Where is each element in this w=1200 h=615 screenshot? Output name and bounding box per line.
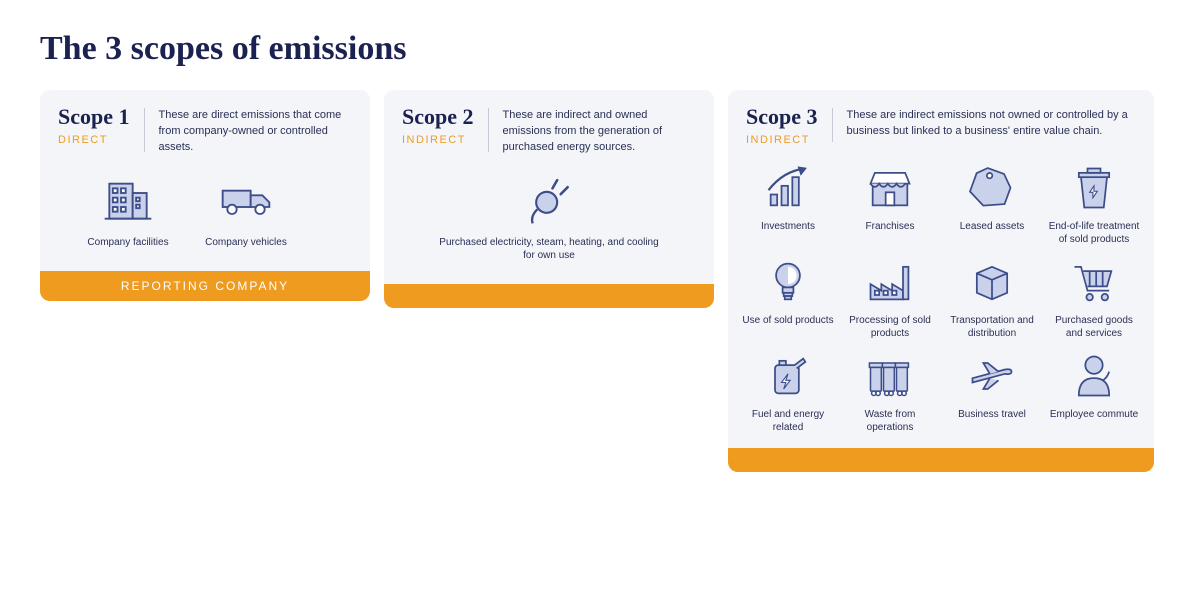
- cards-row: Scope 1 DIRECT These are direct emission…: [40, 90, 1160, 472]
- scope3-title: Scope 3: [746, 106, 818, 128]
- scope3-card: Scope 3 INDIRECT These are indirect emis…: [728, 90, 1154, 472]
- list-item: Business travel: [946, 350, 1038, 434]
- list-item: End-of-life treatment of sold products: [1048, 162, 1140, 246]
- scope2-tag: INDIRECT: [402, 134, 474, 146]
- list-item: Company facilities: [80, 172, 176, 249]
- building-icon: [100, 172, 156, 228]
- list-item: Use of sold products: [742, 256, 834, 340]
- item-label: End-of-life treatment of sold products: [1048, 220, 1140, 246]
- list-item: Fuel and energy related: [742, 350, 834, 434]
- item-label: Processing of sold products: [844, 314, 936, 340]
- list-item: Waste from operations: [844, 350, 936, 434]
- scope2-title: Scope 2: [402, 106, 474, 128]
- list-item: Processing of sold products: [844, 256, 936, 340]
- scope3-footer: [728, 448, 1154, 472]
- scope1-header: Scope 1 DIRECT These are direct emission…: [40, 90, 370, 166]
- scope1-tag: DIRECT: [58, 134, 130, 146]
- package-icon: [966, 256, 1018, 308]
- cart-icon: [1068, 256, 1120, 308]
- scope1-items: Company facilities Company vehicles: [40, 166, 370, 267]
- item-label: Company facilities: [87, 236, 168, 249]
- item-label: Purchased electricity, steam, heating, a…: [439, 236, 659, 262]
- factory-icon: [864, 256, 916, 308]
- scope2-footer: [384, 284, 714, 308]
- bins-icon: [864, 350, 916, 402]
- item-label: Franchises: [866, 220, 915, 233]
- item-label: Leased assets: [960, 220, 1025, 233]
- scope2-divider: [488, 108, 489, 152]
- scope3-header: Scope 3 INDIRECT These are indirect emis…: [728, 90, 1154, 156]
- lightbulb-icon: [762, 256, 814, 308]
- truck-icon: [218, 172, 274, 228]
- item-label: Use of sold products: [742, 314, 833, 327]
- list-item: Purchased electricity, steam, heating, a…: [439, 172, 659, 262]
- person-icon: [1068, 350, 1120, 402]
- scope2-card: Scope 2 INDIRECT These are indirect and …: [384, 90, 714, 308]
- chart-up-icon: [762, 162, 814, 214]
- scope3-items: Investments Franchises Leased assets End…: [728, 156, 1154, 448]
- list-item: Investments: [742, 162, 834, 246]
- recycle-bin-icon: [1068, 162, 1120, 214]
- item-label: Fuel and energy related: [742, 408, 834, 434]
- item-label: Business travel: [958, 408, 1026, 421]
- item-label: Waste from operations: [844, 408, 936, 434]
- item-label: Investments: [761, 220, 815, 233]
- list-item: Transportation and distribution: [946, 256, 1038, 340]
- list-item: Company vehicles: [198, 172, 294, 249]
- scope3-desc: These are indirect emissions not owned o…: [847, 106, 1137, 146]
- item-label: Employee commute: [1050, 408, 1138, 421]
- item-label: Purchased goods and services: [1048, 314, 1140, 340]
- scope1-title: Scope 1: [58, 106, 130, 128]
- scope1-desc: These are direct emissions that come fro…: [159, 106, 353, 156]
- scope2-items: Purchased electricity, steam, heating, a…: [384, 166, 714, 280]
- scope2-header: Scope 2 INDIRECT These are indirect and …: [384, 90, 714, 166]
- scope3-tag: INDIRECT: [746, 134, 818, 146]
- scope1-divider: [144, 108, 145, 152]
- scope3-divider: [832, 108, 833, 142]
- storefront-icon: [864, 162, 916, 214]
- page-title: The 3 scopes of emissions: [40, 30, 1160, 68]
- list-item: Leased assets: [946, 162, 1038, 246]
- tag-icon: [966, 162, 1018, 214]
- scope2-desc: These are indirect and owned emissions f…: [503, 106, 697, 156]
- scope1-footer: REPORTING COMPANY: [40, 271, 370, 301]
- item-label: Company vehicles: [205, 236, 287, 249]
- item-label: Transportation and distribution: [946, 314, 1038, 340]
- plane-icon: [966, 350, 1018, 402]
- list-item: Employee commute: [1048, 350, 1140, 434]
- scope1-card: Scope 1 DIRECT These are direct emission…: [40, 90, 370, 301]
- fuel-can-icon: [762, 350, 814, 402]
- list-item: Franchises: [844, 162, 936, 246]
- plug-icon: [521, 172, 577, 228]
- list-item: Purchased goods and services: [1048, 256, 1140, 340]
